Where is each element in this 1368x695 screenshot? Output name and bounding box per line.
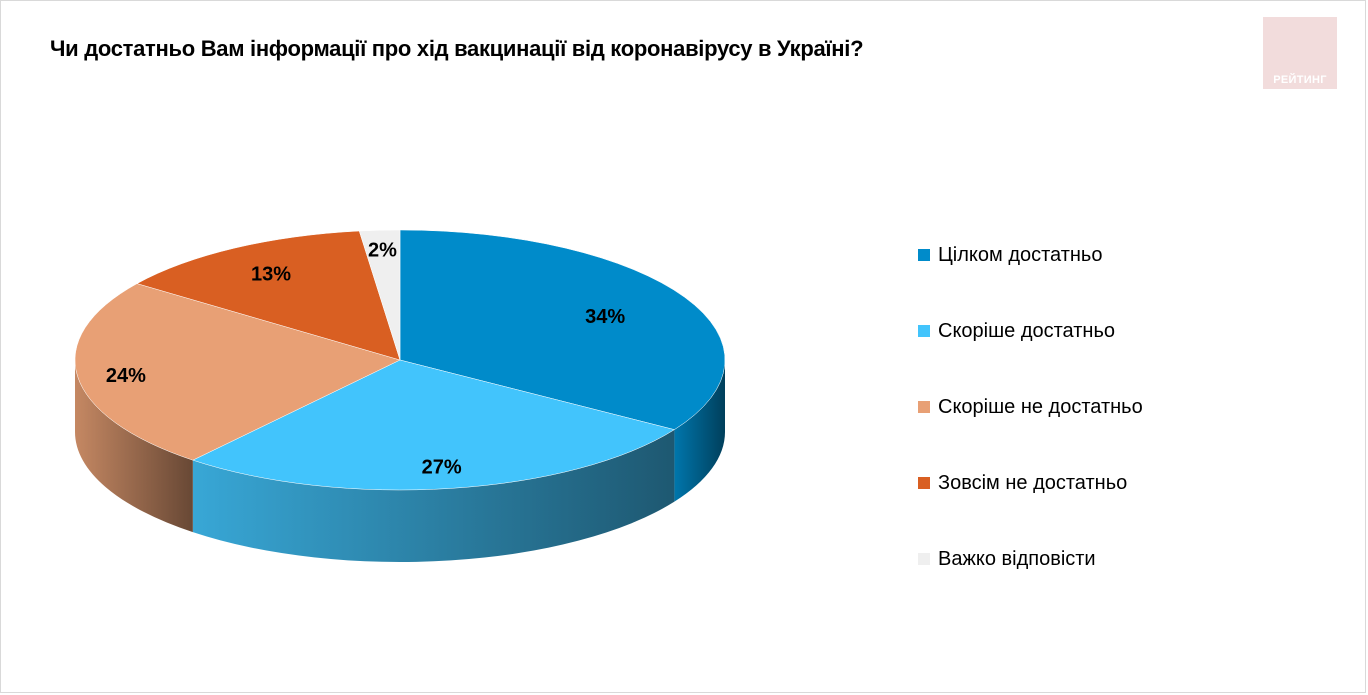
legend-swatch [918,477,930,489]
data-label: 13% [251,264,291,286]
legend-item: Скоріше достатньо [918,318,1115,344]
legend-item: Скоріше не достатньо [918,394,1143,420]
data-label: 24% [106,365,146,387]
legend-label: Скоріше не достатньо [938,395,1143,418]
legend-label: Цілком достатньо [938,243,1103,266]
pie-slice-side [75,360,193,533]
legend-label: Скоріше достатньо [938,319,1115,342]
legend-label: Важко відповісти [938,547,1096,570]
legend-item: Важко відповісти [918,546,1096,572]
data-label: 27% [422,456,462,478]
legend-swatch [918,553,930,565]
legend-swatch [918,325,930,337]
pie-slice [399,229,726,430]
legend-item: Цілком достатньо [918,242,1102,268]
data-label: 34% [585,306,625,328]
legend-item: Зовсім не достатньо [918,470,1127,496]
pie-slice [74,283,401,461]
data-label: 2% [368,239,397,261]
rating-logo: РЕЙТИНГ [1263,17,1337,89]
pie-slice [192,359,676,491]
chart-title: Чи достатньо Вам інформації про хід вакц… [50,36,864,61]
logo-text: РЕЙТИНГ [1273,74,1327,86]
legend-swatch [918,249,930,261]
pie-slice-side [192,429,675,562]
legend-label: Зовсім не достатньо [938,471,1128,494]
pie-slice [136,230,401,361]
pie-slice [358,229,401,361]
legend-swatch [918,401,930,413]
pie-slice-side [674,360,725,502]
